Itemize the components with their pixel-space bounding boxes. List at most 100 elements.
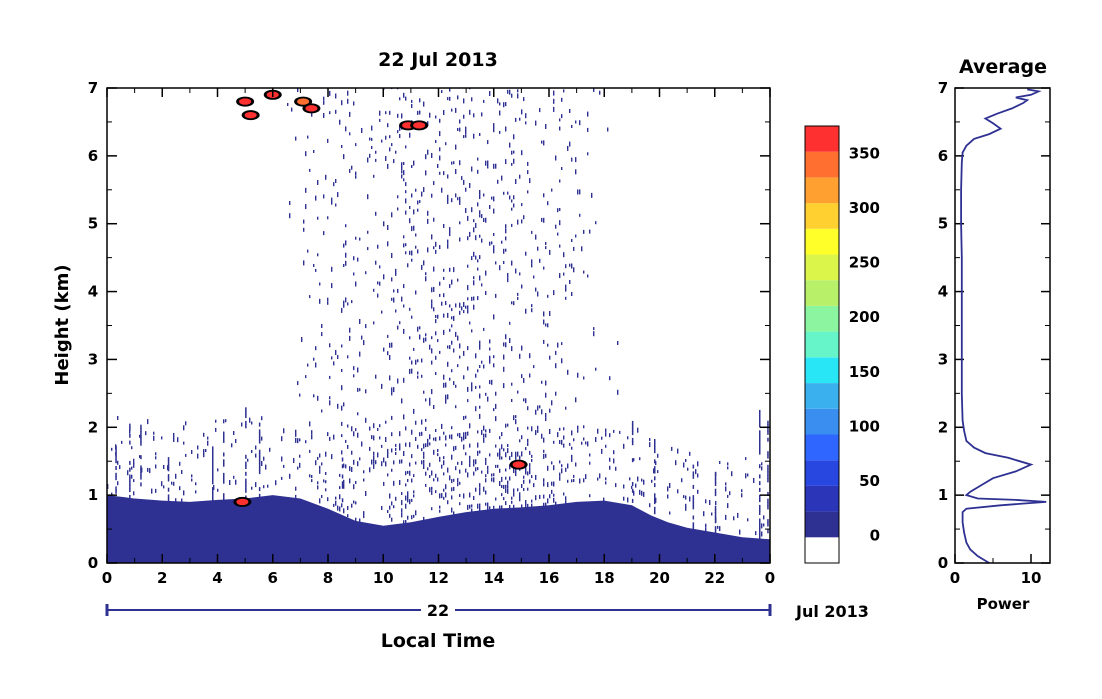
noise-echo-pixel: [507, 89, 509, 94]
noise-echo-pixel: [443, 374, 445, 380]
colorbar-swatch: [805, 511, 839, 538]
noise-echo-pixel: [327, 432, 329, 437]
surface-spike-pixel: [341, 464, 344, 469]
surface-spike-pixel: [115, 455, 117, 460]
colorbar-frame: [804, 125, 840, 564]
noise-echo-pixel: [587, 274, 589, 278]
noise-echo-pixel: [415, 510, 417, 516]
noise-echo-pixel: [431, 303, 433, 309]
noise-echo-pixel: [649, 438, 651, 441]
noise-echo-pixel: [409, 470, 411, 476]
noise-echo-pixel: [419, 200, 421, 204]
noise-echo-pixel: [381, 383, 383, 389]
noise-echo-pixel: [485, 433, 487, 438]
surface-spike-pixel: [714, 529, 717, 534]
noise-echo-pixel: [485, 270, 487, 276]
surface-spike-pixel: [245, 424, 247, 429]
noise-echo-pixel: [265, 464, 267, 470]
noise-echo-pixel: [195, 490, 197, 494]
noise-echo-pixel: [561, 342, 563, 346]
noise-echo-pixel: [657, 470, 659, 474]
noise-echo-pixel: [367, 230, 369, 234]
noise-echo-pixel: [355, 236, 357, 240]
surface-spike-pixel: [245, 488, 247, 493]
noise-echo-pixel: [433, 449, 435, 455]
noise-echo-pixel: [493, 123, 495, 129]
x-tick-label: 0: [102, 569, 112, 587]
noise-echo-pixel: [217, 488, 219, 492]
noise-echo-pixel: [711, 512, 713, 516]
noise-echo-pixel: [697, 473, 699, 478]
noise-echo-pixel: [431, 486, 433, 491]
noise-echo-pixel: [413, 209, 415, 215]
surface-spike-pixel: [767, 464, 769, 469]
noise-echo-pixel: [459, 119, 461, 124]
noise-echo-pixel: [383, 481, 385, 486]
surface-spike-pixel: [341, 498, 344, 503]
noise-echo-pixel: [449, 284, 451, 289]
noise-echo-pixel: [369, 446, 371, 451]
noise-echo-pixel: [381, 139, 383, 143]
noise-echo-pixel: [549, 249, 551, 255]
noise-echo-pixel: [531, 458, 533, 462]
noise-echo-pixel: [391, 391, 393, 396]
noise-echo-pixel: [705, 499, 707, 504]
noise-echo-pixel: [111, 447, 113, 451]
noise-echo-pixel: [393, 387, 395, 393]
x-tick-label: 10: [373, 569, 394, 587]
surface-spike-pixel: [212, 449, 214, 454]
surface-spike-pixel: [245, 478, 247, 483]
noise-echo-pixel: [469, 423, 471, 429]
noise-echo-pixel: [281, 436, 283, 442]
surface-spike-pixel: [759, 528, 761, 533]
noise-echo-pixel: [527, 406, 529, 411]
noise-echo-pixel: [391, 143, 393, 147]
noise-echo-pixel: [191, 478, 193, 482]
noise-echo-pixel: [303, 227, 305, 232]
surface-spike-pixel: [759, 525, 761, 530]
noise-echo-pixel: [469, 504, 471, 509]
surface-spike-pixel: [115, 452, 117, 457]
noise-echo-pixel: [463, 135, 465, 139]
noise-echo-pixel: [457, 278, 459, 282]
noise-echo-pixel: [405, 96, 407, 101]
noise-echo-pixel: [495, 497, 497, 501]
noise-echo-pixel: [561, 439, 563, 445]
noise-echo-pixel: [147, 467, 149, 472]
noise-echo-pixel: [339, 486, 341, 490]
noise-echo-pixel: [433, 307, 435, 312]
date-axis-label-bg: [421, 601, 455, 619]
noise-echo-pixel: [145, 431, 147, 436]
surface-spike-pixel: [767, 478, 769, 483]
noise-echo-pixel: [385, 461, 387, 467]
noise-echo-pixel: [485, 429, 487, 433]
noise-echo-pixel: [521, 203, 523, 207]
noise-echo-pixel: [433, 478, 435, 482]
noise-echo-pixel: [373, 321, 375, 325]
noise-echo-pixel: [367, 194, 369, 200]
noise-echo-pixel: [305, 440, 307, 444]
surface-spike-pixel: [129, 423, 131, 428]
noise-echo-pixel: [421, 374, 423, 378]
noise-echo-pixel: [391, 387, 393, 393]
noise-echo-pixel: [335, 350, 337, 355]
noise-echo-pixel: [509, 89, 511, 95]
noise-echo-pixel: [399, 431, 401, 437]
noise-echo-pixel: [421, 448, 423, 452]
noise-echo-pixel: [509, 456, 511, 461]
noise-echo-pixel: [563, 492, 565, 496]
surface-spike-pixel: [245, 482, 247, 486]
noise-echo-pixel: [479, 487, 481, 492]
noise-echo-pixel: [605, 428, 607, 433]
noise-echo-pixel: [345, 224, 347, 228]
noise-echo-pixel: [467, 305, 469, 310]
noise-echo-pixel: [729, 491, 731, 496]
noise-echo-pixel: [423, 390, 425, 394]
noise-echo-pixel: [405, 182, 407, 187]
noise-echo-pixel: [191, 474, 193, 478]
surface-spike-pixel: [258, 429, 261, 434]
surface-spike-pixel: [714, 515, 717, 520]
noise-echo-pixel: [753, 478, 755, 483]
noise-echo-pixel: [545, 124, 547, 129]
noise-echo-pixel: [501, 456, 503, 460]
